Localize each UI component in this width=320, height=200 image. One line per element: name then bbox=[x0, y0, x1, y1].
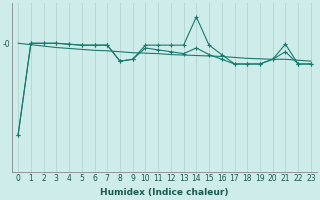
X-axis label: Humidex (Indice chaleur): Humidex (Indice chaleur) bbox=[100, 188, 229, 197]
